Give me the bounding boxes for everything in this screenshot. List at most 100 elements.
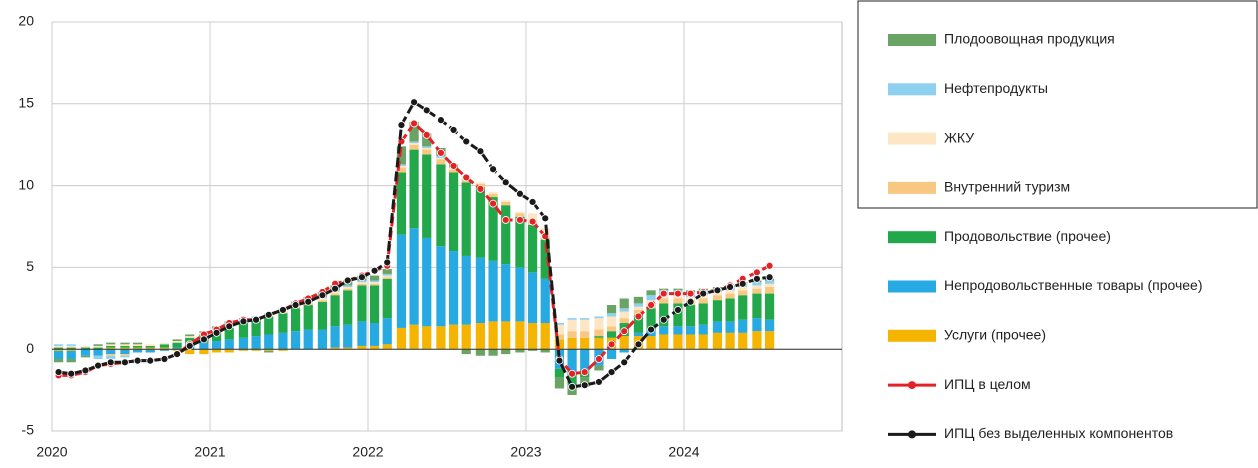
legend-label: Непродовольственные товары (прочее) [944,277,1202,293]
legend-swatch [888,329,936,342]
legend-label: Нефтепродукты [944,80,1048,96]
bar-segment [396,146,407,165]
bar-segment [382,273,392,276]
bar-segment [145,344,155,346]
bar-segment [488,321,498,350]
bar-segment [278,313,288,333]
plot-frame [51,21,843,432]
bar-segment [738,295,748,320]
bar-segment [436,164,446,247]
line-point [699,289,708,298]
bar-segment [330,347,340,350]
line-point [133,356,142,365]
bar-segment [764,287,775,294]
bar-segment [673,334,683,350]
line-point [580,368,589,377]
bar-segment [436,157,446,160]
line-point [383,258,392,267]
bar-segment [764,280,775,284]
bar-segment [357,283,367,286]
bar-segment [488,260,498,322]
bar-segment [619,311,629,319]
bar-segment [120,342,130,345]
y-tick-label: 20 [18,13,34,29]
bar-segment [106,342,116,345]
bar-segment [80,345,91,348]
bar-segment [172,347,182,350]
line-point [410,98,418,107]
bar-segment [752,318,762,332]
bar-segment [106,347,116,350]
bar-segment [619,298,629,309]
bar-segment [567,318,577,320]
line-point [291,301,300,309]
bar-segment [132,347,143,350]
bar-segment [93,349,103,356]
bar-segment [738,290,748,296]
bar-segment [436,156,446,158]
bar-segment [93,347,103,350]
line-point [647,325,655,334]
bar-segment [264,316,274,335]
legend-label: Внутренний туризм [944,179,1070,195]
bar-segment [659,334,669,350]
bar-segment [436,246,446,327]
bar-segment [606,316,617,327]
bar-segment [515,349,525,353]
line-point [595,355,603,363]
bar-segment [357,282,367,284]
line-point [674,306,682,314]
line-point [410,119,418,128]
bar-segment [540,278,550,324]
bar-segment [382,275,392,278]
bar-segment [594,337,604,350]
bar-segment [224,339,234,350]
bar-segment [567,337,577,350]
bar-segment [369,280,380,283]
bar-segment [120,349,130,355]
bar-segment [66,350,76,360]
line-point [318,291,327,300]
bar-segment [369,275,380,281]
bar-segment [461,255,471,325]
bar-segment [461,182,471,256]
bar-segment [673,288,683,291]
bar-segment [475,257,486,324]
x-tick-label: 2020 [36,444,67,460]
line-point [738,279,747,288]
bar-segment [343,287,353,289]
bar-segment [382,269,392,274]
bar-segment [475,182,486,184]
bar-segment [303,329,313,350]
line-point [765,273,774,282]
bar-segment [527,213,538,222]
legend-swatch [888,280,936,293]
line-point [437,116,445,125]
x-tick-label: 2021 [194,444,225,460]
bar-segment [725,298,735,322]
line-point [568,382,576,391]
bar-segment [554,324,565,335]
line-point [449,162,458,170]
line-point [54,368,63,377]
bar-segment [764,293,775,320]
y-tick-label: 15 [18,95,34,111]
bar-segment [396,234,407,328]
bar-segment [303,305,313,330]
bar-segment [396,164,407,166]
bar-segment [53,345,64,348]
bar-segment [66,347,76,350]
bar-segment [145,347,155,350]
bar-segment [382,278,392,319]
bar-segment [185,349,195,355]
bar-segment [382,318,392,345]
bar-segment [436,326,446,350]
bar-segment [132,344,143,346]
legend-swatch [888,34,936,46]
bar-segment [53,347,64,350]
line-point [462,137,471,146]
bar-segment [199,349,209,355]
bar-segment [515,267,525,322]
bar-segment [185,336,195,338]
bar-segment [725,293,735,299]
